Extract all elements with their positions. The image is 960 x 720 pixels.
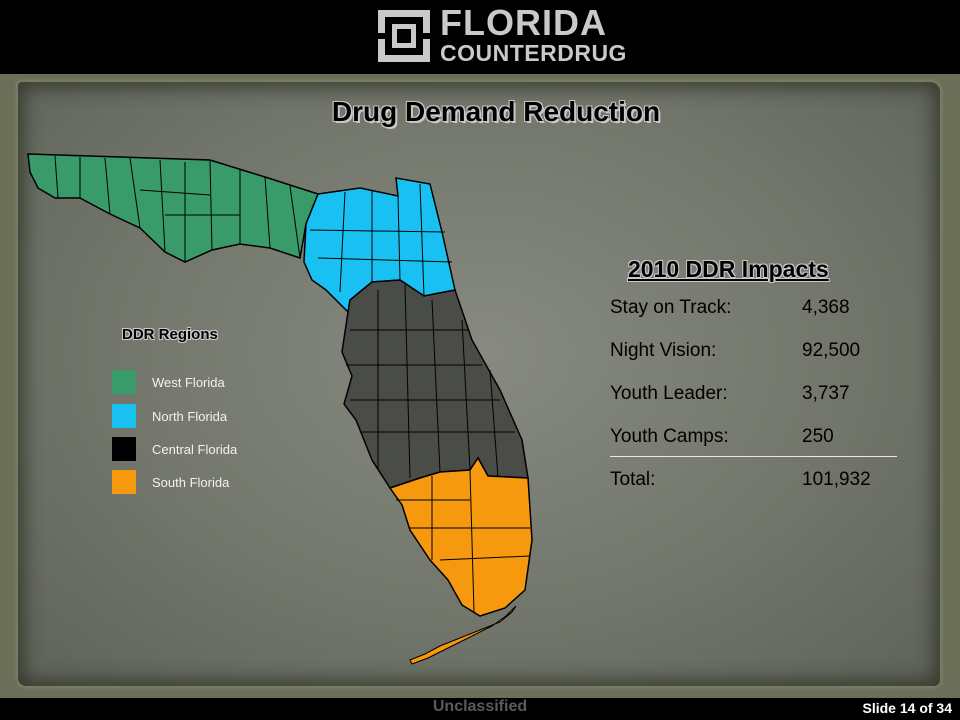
- total-divider: [610, 456, 897, 457]
- impact-value: 3,737: [802, 383, 850, 404]
- impact-label: Youth Camps:: [610, 426, 729, 447]
- classification-label: Unclassified: [432, 698, 528, 715]
- legend-label: Central Florida: [152, 442, 238, 457]
- impacts-title: 2010 DDR Impacts: [628, 256, 829, 282]
- impact-label: Stay on Track:: [610, 297, 732, 318]
- slide-number: Slide 14 of 34: [862, 700, 952, 716]
- logo-text-florida: FLORIDA: [440, 2, 607, 43]
- page-title: Drug Demand Reduction: [331, 96, 661, 127]
- impact-label: Youth Leader:: [610, 383, 728, 404]
- legend-swatch: [112, 437, 136, 461]
- map-county-borders-west: [54, 155, 301, 262]
- header-bar: FLORIDA COUNTERDRUG: [0, 0, 960, 74]
- footer-bar: [0, 698, 960, 720]
- legend-label: North Florida: [152, 409, 228, 424]
- map-county-borders-central: [346, 284, 515, 479]
- map-region-west-florida: [27, 153, 319, 263]
- legend-swatch: [112, 404, 136, 428]
- counterdrug-emblem-icon: [376, 10, 432, 62]
- impact-value: 101,932: [802, 469, 871, 490]
- map-florida-keys: [409, 605, 517, 665]
- legend-label: South Florida: [152, 475, 230, 490]
- impact-label: Night Vision:: [610, 340, 717, 361]
- florida-counterdrug-logo: FLORIDA COUNTERDRUG: [376, 2, 626, 68]
- impact-value: 92,500: [802, 340, 861, 361]
- legend-label: West Florida: [152, 375, 225, 390]
- logo-text-counterdrug: COUNTERDRUG: [440, 40, 627, 66]
- map-region-central-florida: [341, 279, 529, 489]
- map-county-borders-south: [396, 469, 531, 613]
- legend-title: DDR Regions: [122, 326, 218, 343]
- map-county-borders-north: [309, 183, 453, 297]
- legend-swatch: [112, 470, 136, 494]
- impact-label: Total:: [610, 469, 656, 490]
- legend-swatch: [112, 370, 136, 394]
- map-region-south-florida: [388, 456, 533, 617]
- impact-value: 4,368: [802, 297, 850, 318]
- impact-value: 250: [802, 426, 834, 447]
